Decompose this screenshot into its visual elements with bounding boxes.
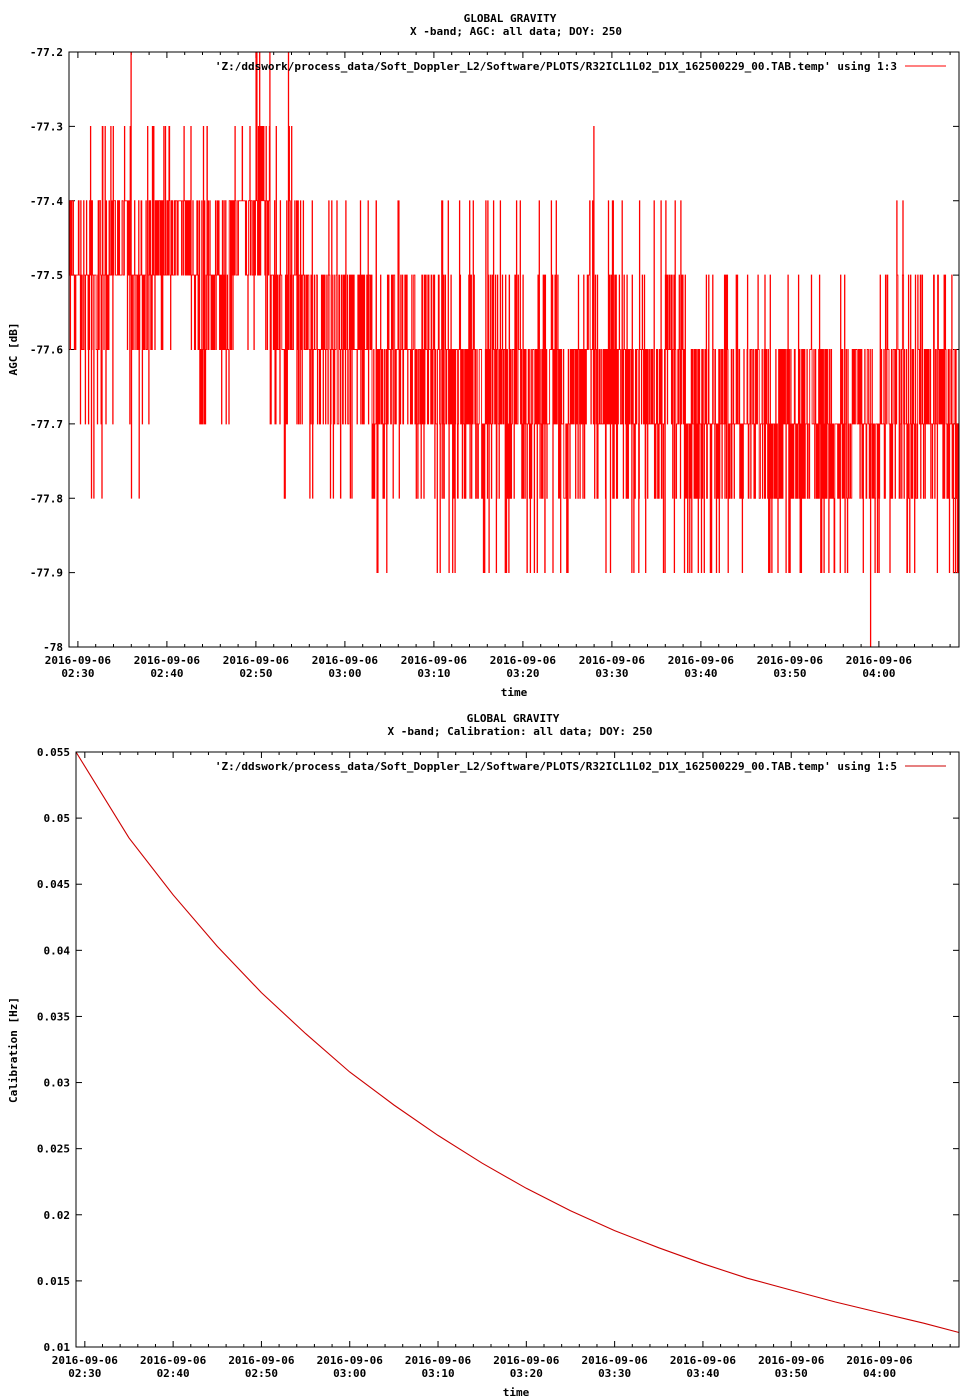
calibration-chart: GLOBAL GRAVITY X -band; Calibration: all… (7, 712, 960, 1399)
x-tick-time: 03:00 (328, 667, 361, 680)
x-tick-time: 03:10 (421, 1367, 454, 1380)
x-tick-time: 03:50 (775, 1367, 808, 1380)
calibration-y-axis-label: Calibration [Hz] (7, 997, 20, 1103)
x-tick-date: 2016-09-06 (223, 654, 290, 667)
agc-chart: GLOBAL GRAVITY X -band; AGC: all data; D… (7, 12, 960, 699)
calibration-series-line (75, 751, 960, 1334)
x-tick-time: 03:20 (510, 1367, 543, 1380)
x-tick-time: 02:50 (239, 667, 272, 680)
y-tick-label: 0.03 (44, 1077, 71, 1090)
x-tick-time: 02:50 (245, 1367, 278, 1380)
x-tick-date: 2016-09-06 (493, 1354, 560, 1367)
y-tick-label: 0.045 (37, 878, 70, 891)
y-tick-label: -77.5 (30, 269, 63, 282)
x-tick-date: 2016-09-06 (52, 1354, 119, 1367)
x-tick-time: 03:40 (684, 667, 717, 680)
y-tick-label: -77.9 (30, 567, 63, 580)
x-tick-date: 2016-09-06 (45, 654, 112, 667)
y-tick-label: 0.01 (44, 1341, 71, 1354)
calibration-plot-frame (75, 751, 960, 1348)
y-tick-label: -77.2 (30, 46, 63, 59)
y-tick-label: 0.025 (37, 1143, 70, 1156)
calibration-legend-label: 'Z:/ddswork/process_data/Soft_Doppler_L2… (215, 760, 897, 773)
x-tick-date: 2016-09-06 (668, 654, 735, 667)
x-tick-date: 2016-09-06 (140, 1354, 207, 1367)
x-tick-date: 2016-09-06 (757, 654, 824, 667)
x-tick-time: 04:00 (863, 1367, 896, 1380)
x-tick-time: 02:30 (68, 1367, 101, 1380)
x-tick-date: 2016-09-06 (846, 1354, 913, 1367)
calibration-x-axis-label: time (503, 1386, 530, 1399)
y-tick-label: 0.035 (37, 1010, 70, 1023)
y-tick-label: -77.3 (30, 120, 63, 133)
x-tick-time: 03:20 (506, 667, 539, 680)
x-tick-time: 03:30 (595, 667, 628, 680)
y-tick-label: 0.015 (37, 1275, 70, 1288)
x-tick-date: 2016-09-06 (317, 1354, 384, 1367)
x-tick-time: 03:00 (333, 1367, 366, 1380)
x-tick-date: 2016-09-06 (401, 654, 468, 667)
x-tick-date: 2016-09-06 (579, 654, 646, 667)
x-tick-date: 2016-09-06 (405, 1354, 472, 1367)
x-tick-date: 2016-09-06 (490, 654, 557, 667)
agc-plot-frame (68, 51, 960, 648)
x-tick-time: 03:30 (598, 1367, 631, 1380)
y-tick-label: -77.4 (30, 195, 63, 208)
agc-chart-title: GLOBAL GRAVITY (464, 12, 557, 25)
y-tick-label: -77.7 (30, 418, 63, 431)
x-tick-date: 2016-09-06 (670, 1354, 737, 1367)
x-tick-date: 2016-09-06 (582, 1354, 649, 1367)
calibration-chart-title: GLOBAL GRAVITY (467, 712, 560, 725)
x-tick-time: 02:30 (61, 667, 94, 680)
x-tick-date: 2016-09-06 (758, 1354, 825, 1367)
agc-series-line (68, 51, 960, 648)
x-tick-time: 03:10 (417, 667, 450, 680)
x-tick-date: 2016-09-06 (312, 654, 379, 667)
x-tick-date: 2016-09-06 (846, 654, 913, 667)
agc-legend-label: 'Z:/ddswork/process_data/Soft_Doppler_L2… (215, 60, 897, 73)
x-tick-time: 02:40 (157, 1367, 190, 1380)
x-tick-date: 2016-09-06 (134, 654, 201, 667)
agc-chart-subtitle: X -band; AGC: all data; DOY: 250 (410, 25, 622, 38)
x-tick-date: 2016-09-06 (228, 1354, 295, 1367)
y-tick-label: 0.055 (37, 746, 70, 759)
x-tick-time: 03:40 (686, 1367, 719, 1380)
calibration-chart-subtitle: X -band; Calibration: all data; DOY: 250 (388, 725, 653, 738)
y-tick-label: -78 (43, 641, 63, 654)
x-tick-time: 03:50 (773, 667, 806, 680)
x-tick-time: 02:40 (150, 667, 183, 680)
y-tick-label: -77.6 (30, 344, 63, 357)
y-tick-label: -77.8 (30, 492, 63, 505)
y-tick-label: 0.05 (44, 812, 71, 825)
x-tick-time: 04:00 (862, 667, 895, 680)
agc-x-axis-label: time (501, 686, 528, 699)
agc-y-axis-label: AGC [dB] (7, 323, 20, 376)
y-tick-label: 0.02 (44, 1209, 71, 1222)
y-tick-label: 0.04 (44, 944, 71, 957)
